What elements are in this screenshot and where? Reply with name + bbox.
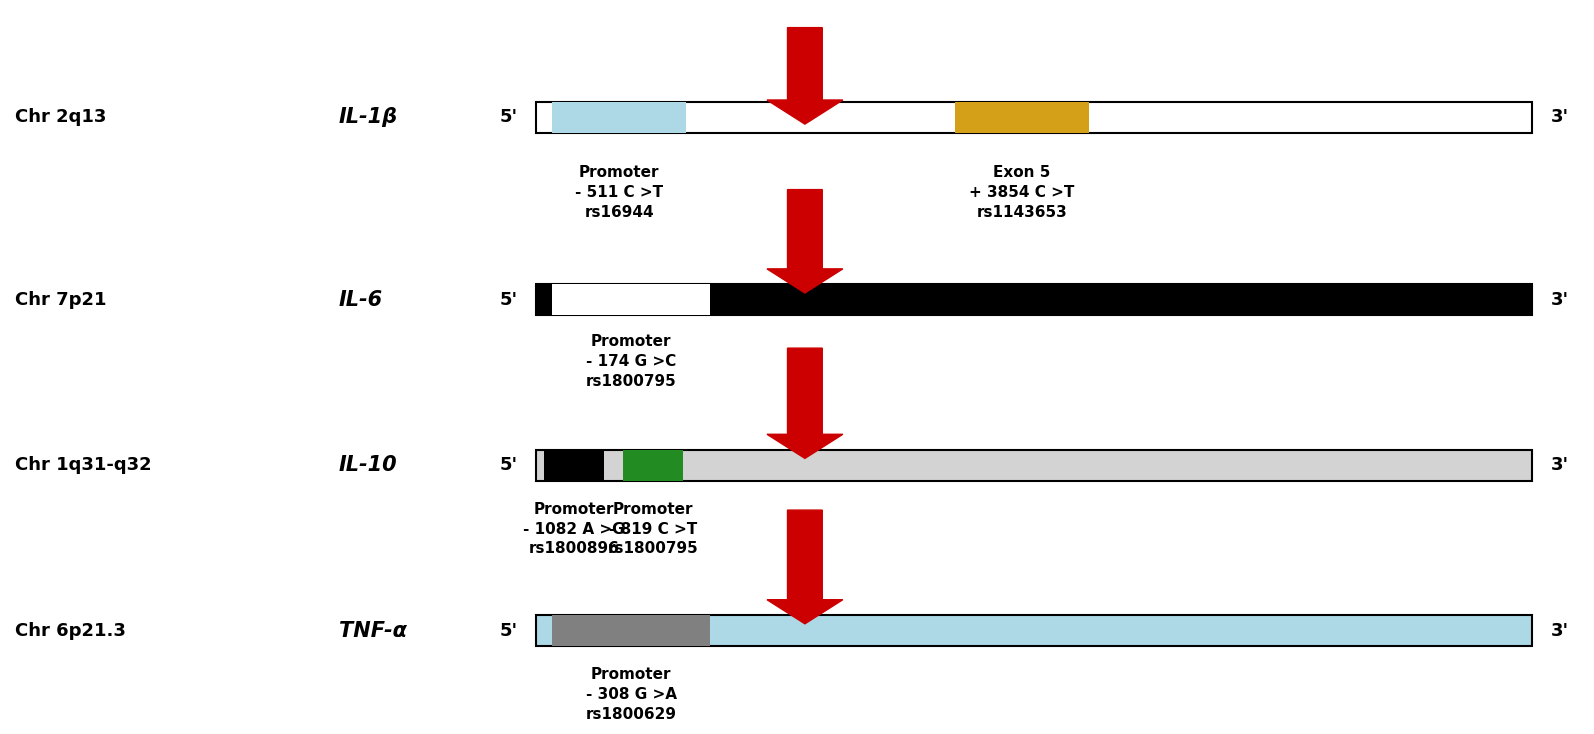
Text: Exon 5
+ 3854 C >T
rs1143653: Exon 5 + 3854 C >T rs1143653 [969,165,1074,220]
Bar [955,102,1089,133]
FancyArrow shape [767,348,843,459]
Text: 3': 3' [1551,457,1568,474]
FancyArrow shape [767,28,843,124]
Text: Chr 6p21.3: Chr 6p21.3 [14,622,126,640]
Bar [536,615,1532,646]
Text: 5': 5' [499,291,518,309]
Text: 3': 3' [1551,108,1568,126]
Text: Chr 1q31-q32: Chr 1q31-q32 [14,457,151,474]
Bar [552,284,709,316]
Text: 5': 5' [499,457,518,474]
Bar [552,102,687,133]
Text: Promoter
- 174 G >C
rs1800795: Promoter - 174 G >C rs1800795 [585,335,676,389]
Bar [544,450,604,481]
FancyArrow shape [767,510,843,624]
Text: Chr 7p21: Chr 7p21 [14,291,107,309]
Text: IL-10: IL-10 [340,455,397,476]
FancyArrow shape [767,189,843,293]
Bar [536,450,1532,481]
Text: 3': 3' [1551,622,1568,640]
Bar [536,102,1532,133]
Bar [623,450,684,481]
Text: Promoter
- 511 C >T
rs16944: Promoter - 511 C >T rs16944 [575,165,663,220]
Text: Chr 2q13: Chr 2q13 [14,108,107,126]
Text: 3': 3' [1551,291,1568,309]
Text: IL-6: IL-6 [340,290,383,310]
Text: Promoter
- 308 G >A
rs1800629: Promoter - 308 G >A rs1800629 [585,667,676,722]
Text: IL-1β: IL-1β [340,107,398,127]
Text: Promoter
- 819 C >T
rs1800795: Promoter - 819 C >T rs1800795 [607,502,698,556]
Text: Promoter
- 1082 A >G
rs1800896: Promoter - 1082 A >G rs1800896 [523,502,625,556]
Bar [552,615,709,646]
Bar [536,284,1532,316]
Text: 5': 5' [499,622,518,640]
Text: 5': 5' [499,108,518,126]
Text: TNF-α: TNF-α [340,621,406,641]
